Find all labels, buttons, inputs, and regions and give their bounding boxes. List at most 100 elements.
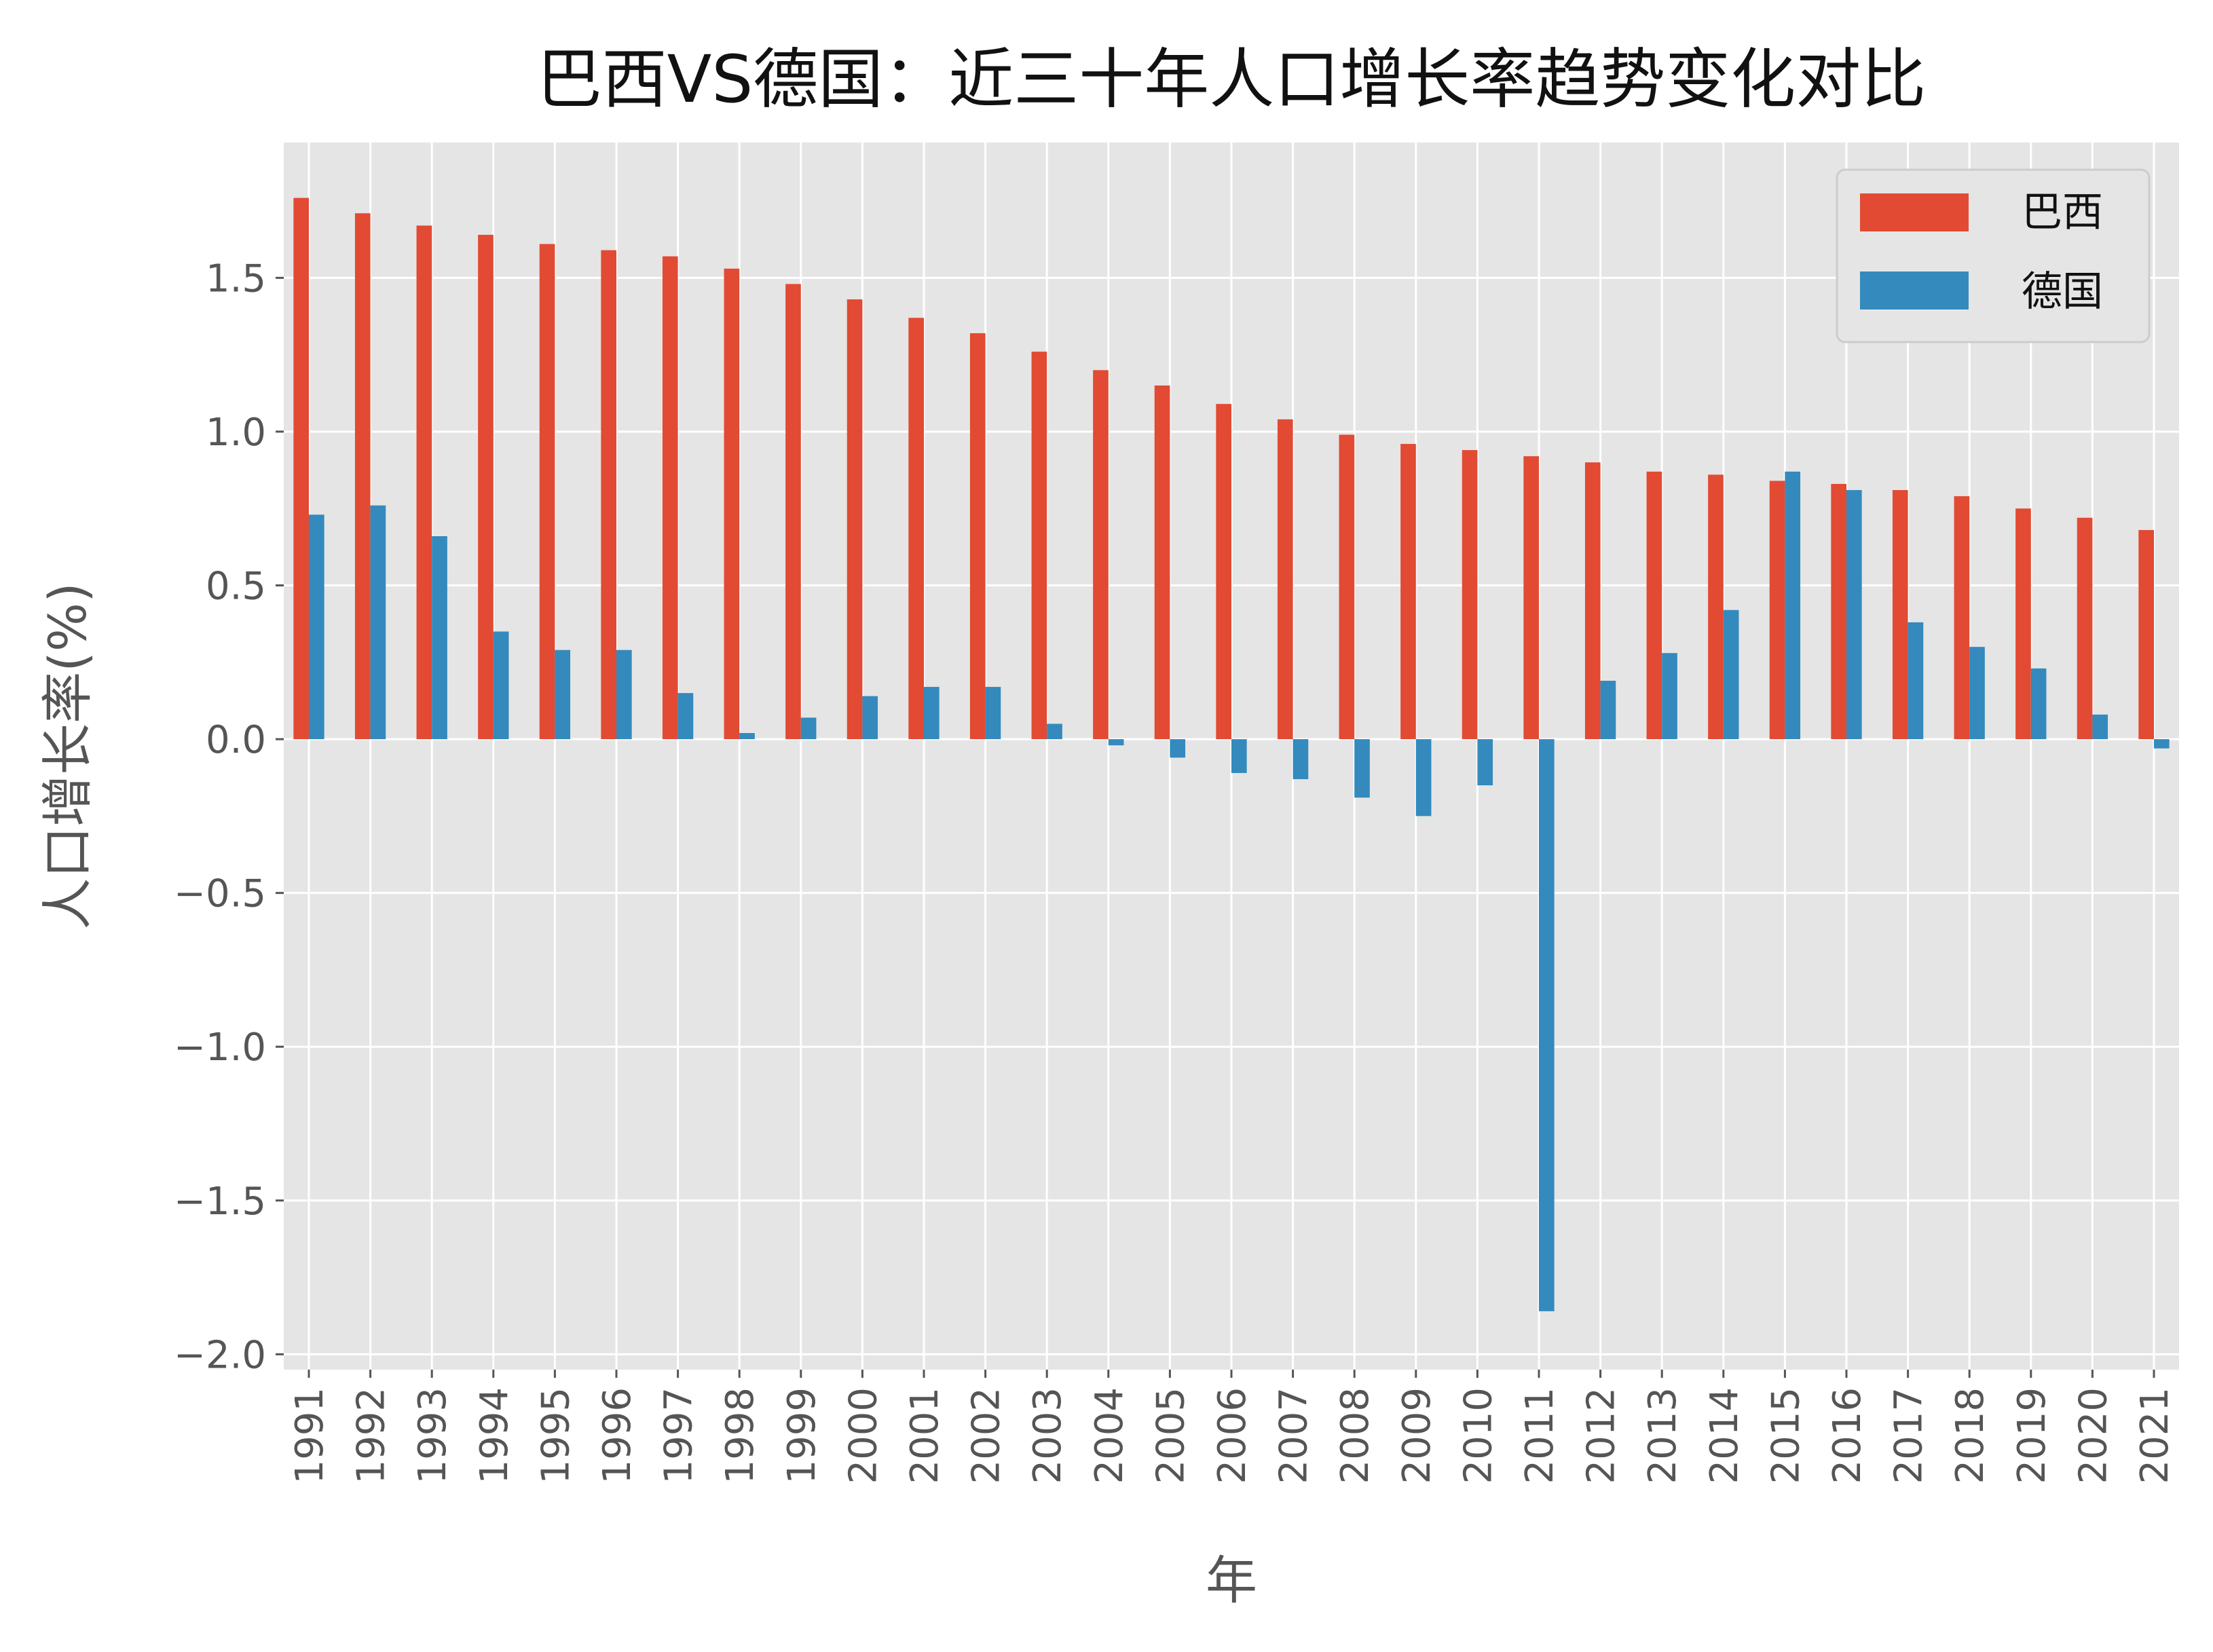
bar-brazil (724, 268, 740, 740)
bar-brazil (1400, 444, 1416, 740)
x-tick-label: 1998 (718, 1387, 762, 1484)
bars (293, 198, 2170, 1311)
bar-brazil (1831, 483, 1846, 740)
y-tick-label: −1.5 (174, 1180, 266, 1224)
bar-germany (1539, 739, 1555, 1311)
bar-brazil (1646, 471, 1662, 740)
y-tick-label: −2.0 (174, 1333, 266, 1377)
bar-brazil (1093, 370, 1109, 740)
x-tick-label: 2016 (1825, 1387, 1870, 1484)
bar-germany (1108, 739, 1124, 746)
bar-germany (1662, 653, 1677, 740)
bar-germany (800, 717, 817, 740)
x-tick-label: 2008 (1333, 1387, 1377, 1484)
bar-germany (1415, 739, 1432, 816)
bar-brazil (539, 244, 555, 740)
bar-brazil (478, 234, 494, 740)
x-tick-label: 2017 (1887, 1387, 1931, 1484)
bar-brazil (1523, 456, 1539, 740)
y-tick-label: 1.5 (206, 257, 266, 301)
x-axis-label: 年 (1206, 1550, 1257, 1611)
x-tick-label: 2012 (1580, 1387, 1624, 1484)
bar-brazil (1892, 490, 1908, 740)
x-tick-label: 2006 (1210, 1387, 1254, 1484)
x-tick-label: 2019 (2010, 1387, 2054, 1484)
x-tick-label: 2003 (1026, 1387, 1070, 1484)
bar-germany (1846, 490, 1862, 740)
bar-germany (2092, 714, 2108, 740)
bar-brazil (969, 333, 986, 740)
x-tick-label: 2018 (1948, 1387, 1992, 1484)
x-tick-label: 2005 (1149, 1387, 1193, 1484)
x-tick-label: 2000 (841, 1387, 885, 1484)
y-tick-label: 1.0 (206, 411, 266, 455)
y-tick-label: −0.5 (174, 872, 266, 916)
x-tick-label: 1993 (411, 1387, 455, 1484)
x-tick-label: 1997 (657, 1387, 701, 1484)
bar-brazil (2138, 529, 2154, 740)
bar-germany (555, 650, 571, 740)
bar-germany (2030, 668, 2047, 740)
bar-brazil (1769, 481, 1785, 740)
bar-brazil (1584, 462, 1601, 740)
y-tick-label: −1.0 (174, 1026, 266, 1070)
x-tick-label: 2004 (1087, 1387, 1132, 1484)
bar-germany (1231, 739, 1247, 773)
bar-brazil (662, 256, 678, 740)
legend-label-brazil: 巴西 (2022, 189, 2103, 236)
bar-brazil (601, 250, 616, 740)
bar-brazil (1339, 434, 1355, 740)
bar-germany (493, 631, 509, 740)
x-tick-label: 1994 (472, 1387, 517, 1484)
bar-germany (1785, 471, 1801, 740)
bar-germany (924, 687, 940, 740)
legend-label-germany: 德国 (2022, 268, 2103, 316)
x-tick-label: 1995 (534, 1387, 578, 1484)
bar-brazil (1031, 352, 1047, 740)
y-tick-label: 0.0 (206, 718, 266, 762)
bar-brazil (1954, 496, 1970, 740)
legend-swatch-germany (1860, 271, 1969, 309)
bar-germany (370, 505, 386, 740)
bar-brazil (785, 284, 801, 740)
bar-brazil (847, 299, 863, 740)
bar-brazil (1154, 385, 1170, 740)
bar-germany (2154, 739, 2170, 749)
bar-germany (1908, 622, 1924, 740)
bar-germany (739, 733, 755, 740)
legend-swatch-brazil (1860, 193, 1969, 231)
bar-germany (862, 696, 878, 740)
bar-germany (616, 650, 632, 740)
bar-brazil (1216, 404, 1231, 740)
x-tick-label: 2020 (2071, 1387, 2115, 1484)
chart-title: 巴西VS德国：近三十年人口增长率趋势变化对比 (537, 41, 1927, 117)
y-axis-ticks: 1.5 1.0 0.5 0.0 −0.5 −1.0 −1.5 −2.0 (174, 257, 284, 1377)
bar-brazil (908, 318, 924, 740)
bar-brazil (2077, 517, 2093, 740)
bar-germany (309, 514, 324, 740)
x-tick-label: 1999 (780, 1387, 824, 1484)
x-tick-label: 2009 (1395, 1387, 1439, 1484)
bar-germany (432, 536, 447, 740)
x-tick-label: 2014 (1703, 1387, 1747, 1484)
bar-brazil (1708, 474, 1724, 740)
bar-brazil (2015, 508, 2031, 740)
bar-germany (1600, 680, 1616, 740)
bar-germany (677, 693, 694, 740)
x-tick-label: 2011 (1518, 1387, 1562, 1484)
x-tick-label: 2015 (1764, 1387, 1808, 1484)
bar-germany (1969, 647, 1985, 740)
bar-brazil (1277, 419, 1293, 740)
bar-brazil (1462, 450, 1478, 740)
bar-germany (1354, 739, 1370, 798)
x-tick-label: 1996 (595, 1387, 639, 1484)
bar-brazil (354, 213, 371, 740)
x-tick-label: 1992 (350, 1387, 394, 1484)
bar-germany (1723, 609, 1739, 740)
bar-germany (1477, 739, 1493, 786)
y-axis-label: 人口增长率(%) (37, 582, 98, 930)
x-tick-label: 2013 (1641, 1387, 1685, 1484)
x-tick-label: 2021 (2133, 1387, 2177, 1484)
x-tick-label: 2002 (965, 1387, 1009, 1484)
